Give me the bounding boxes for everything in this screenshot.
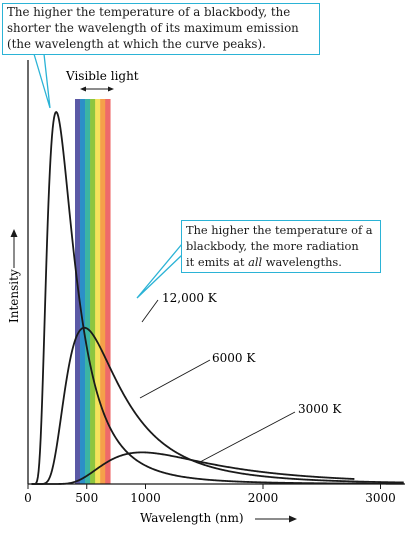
callout-peak-shift-line-2: shorter the wavelength of its maximum em… bbox=[7, 21, 299, 35]
visible-arrow-head-left bbox=[80, 86, 86, 92]
callout-more-radiation-line-1: The higher the temperature of a bbox=[186, 223, 373, 237]
series-label-3000k: 3000 K bbox=[298, 402, 342, 416]
series-label-12000k: 12,000 K bbox=[162, 291, 218, 305]
label-leader-12000k bbox=[141, 299, 159, 323]
callout-more-radiation-text-b: wavelengths. bbox=[262, 255, 342, 269]
callout-pointer-top bbox=[33, 53, 51, 109]
visible-band-stripe bbox=[80, 99, 86, 484]
x-tick-label: 1000 bbox=[130, 491, 161, 505]
callout-more-radiation-line-3: it emits at all wavelengths. bbox=[186, 254, 376, 270]
visible-band-stripe bbox=[105, 99, 111, 484]
x-tick-label: 500 bbox=[75, 491, 98, 505]
callout-pointer-mid bbox=[136, 243, 183, 299]
x-tick-label: 3000 bbox=[365, 491, 396, 505]
visible-band-stripe bbox=[90, 99, 96, 484]
callout-peak-shift: The higher the temperature of a blackbod… bbox=[2, 3, 320, 55]
x-axis-label-arrow-head bbox=[289, 515, 297, 523]
visible-light-band bbox=[75, 99, 111, 484]
x-tick-label: 2000 bbox=[248, 491, 279, 505]
x-axis-label: Wavelength (nm) bbox=[140, 511, 244, 525]
y-axis-label-arrow-head bbox=[10, 229, 18, 237]
visible-band-stripe bbox=[95, 99, 101, 484]
blackbody-curves bbox=[31, 110, 404, 485]
label-leader-3000k bbox=[199, 411, 296, 463]
x-ticks: 0 500 1000 2000 3000 bbox=[24, 484, 396, 505]
visible-arrow-head-right bbox=[108, 86, 114, 92]
curve-3000k bbox=[31, 451, 355, 485]
curve-6000k bbox=[31, 326, 404, 485]
y-axis-label: Intensity bbox=[7, 269, 21, 323]
callout-more-radiation: The higher the temperature of a blackbod… bbox=[181, 220, 381, 273]
callout-peak-shift-line-3: (the wavelength at which the curve peaks… bbox=[7, 37, 266, 51]
visible-light-label: Visible light bbox=[65, 69, 139, 83]
callout-more-radiation-line-2: blackbody, the more radiation bbox=[186, 239, 359, 253]
callout-more-radiation-text-a: it emits at bbox=[186, 255, 249, 269]
visible-band-stripe bbox=[85, 99, 91, 484]
callout-more-radiation-emphasis: all bbox=[248, 255, 263, 269]
visible-band-stripe bbox=[100, 99, 106, 484]
label-leader-6000k bbox=[139, 359, 211, 399]
x-tick-label: 0 bbox=[24, 491, 32, 505]
callout-peak-shift-line-1: The higher the temperature of a blackbod… bbox=[7, 5, 291, 19]
series-label-6000k: 6000 K bbox=[212, 351, 256, 365]
curve-12000k bbox=[31, 110, 404, 485]
